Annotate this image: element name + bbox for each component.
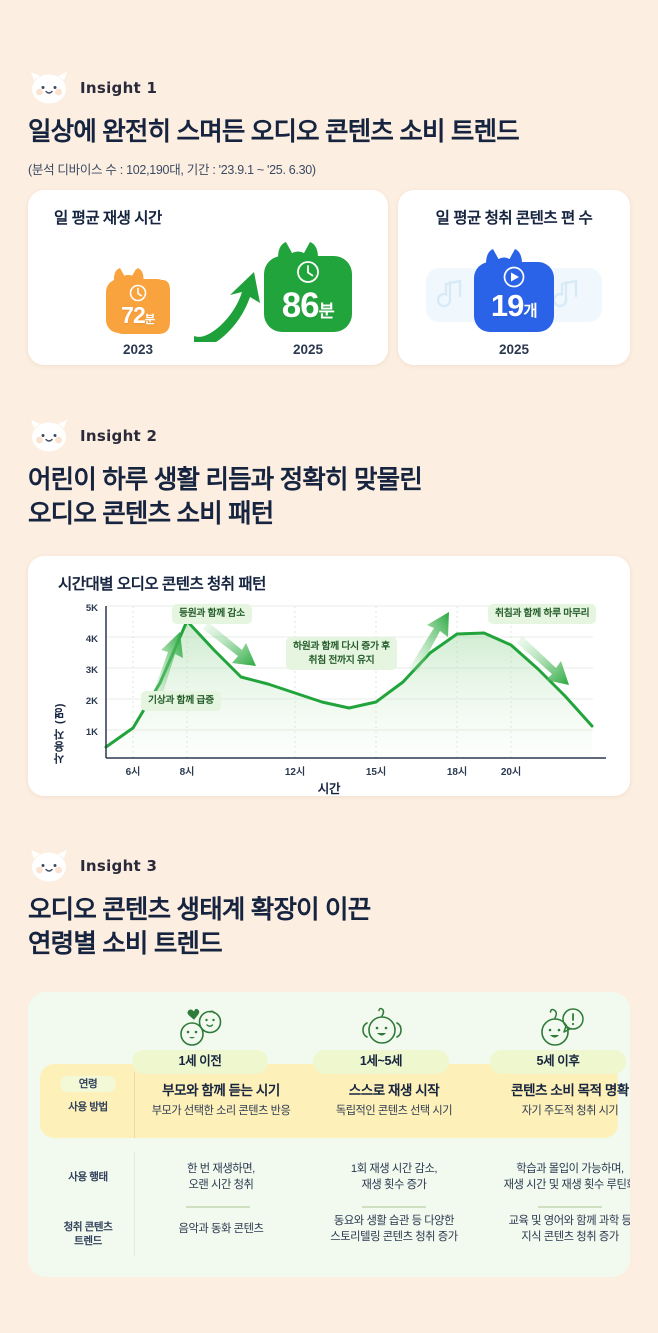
- age-trend-table: 1세 이전 1세~5세 5세 이후 연령 사용 방법 사용 행태 청취 콘텐츠 …: [28, 992, 630, 1277]
- cell-separator-col-3: [538, 1206, 602, 1208]
- chart-x-axis-title: 시간: [317, 782, 341, 796]
- content-count-2025-figure: 19개 2025: [466, 246, 562, 357]
- y-tick-1k: 1K: [85, 727, 98, 738]
- play-time-2025-year: 2025: [292, 342, 324, 357]
- play-time-2023-value: 72분: [121, 302, 155, 328]
- up-trend-arrow-icon: [188, 260, 268, 349]
- insight-1-badge-label: Insight 1: [80, 79, 158, 97]
- age-pill-col-2: 1세~5세: [313, 1050, 449, 1074]
- row-label-content-trend: 청취 콘텐츠 트렌드: [63, 1221, 113, 1248]
- behavior-col-2: 1회 재생 시간 감소, 재생 횟수 증가: [350, 1163, 438, 1191]
- daily-play-time-card-title: 일 평균 재생 시간: [54, 210, 162, 227]
- method-title-col-1: 부모와 함께 듣는 시기: [162, 1083, 280, 1098]
- insight-1-header: Insight 1 일상에 완전히 스며든 오디오 콘텐츠 소비 트렌드 (분석…: [28, 70, 628, 178]
- row-label-usage-behavior: 사용 행태: [68, 1171, 108, 1183]
- bag-shape-green: 86분: [256, 238, 360, 336]
- bag-shape-blue: 19개: [466, 246, 562, 336]
- arrow-down-right-icon: [517, 636, 569, 685]
- play-time-2023-figure: 72분 2023: [100, 266, 176, 357]
- insight-2-title: 어린이 하루 생활 리듬과 정확히 맞물린 오디오 콘텐츠 소비 패턴: [28, 466, 423, 528]
- anno-school-drop: 등원과 함께 감소: [172, 604, 252, 624]
- baby-with-parent-icon: [168, 1004, 232, 1055]
- waving-child-icon: [350, 1004, 414, 1055]
- cat-face-icon: [28, 848, 70, 884]
- arrow-up-right-icon: [409, 612, 449, 672]
- arrow-down-right-icon: [203, 622, 256, 666]
- age-pill-col-3: 5세 이후: [490, 1050, 626, 1074]
- insight-3-title: 오디오 콘텐츠 생태계 확장이 이끈 연령별 소비 트렌드: [28, 896, 371, 958]
- y-tick-4k: 4K: [85, 634, 98, 645]
- chart-title: 시간대별 오디오 콘텐츠 청취 패턴: [58, 576, 266, 593]
- row-label-age: 연령: [60, 1076, 116, 1093]
- trend-col-3: 교육 및 영어와 함께 과학 등 지식 콘텐츠 청취 증가: [508, 1215, 630, 1243]
- table-divider-label-top: [134, 1072, 135, 1138]
- anno-morning-surge: 기상과 함께 급증: [141, 691, 221, 711]
- insight-2-header: Insight 2 어린이 하루 생활 리듬과 정확히 맞물린 오디오 콘텐츠 …: [28, 418, 628, 532]
- insight-3-badge-row: Insight 3: [28, 848, 628, 884]
- insight-3-header: Insight 3 오디오 콘텐츠 생태계 확장이 이끈 연령별 소비 트렌드: [28, 848, 628, 962]
- child-speech-bubble-icon: [528, 1004, 592, 1055]
- listening-pattern-chart-card: 시간대별 오디오 콘텐츠 청취 패턴 사용자 (명) 5K 4K 3K 2K 1…: [28, 556, 630, 796]
- trend-col-1: 음악과 동화 콘텐츠: [178, 1223, 264, 1235]
- insight-3-badge-label: Insight 3: [80, 857, 158, 875]
- cat-face-icon: [28, 70, 70, 106]
- method-title-col-2: 스스로 재생 시작: [348, 1083, 440, 1098]
- behavior-col-3: 학습과 몰입이 가능하며, 재생 시간 및 재생 횟수 루틴화: [503, 1163, 630, 1191]
- x-tick-18: 18시: [446, 767, 468, 778]
- play-time-2025-value: 86분: [281, 286, 335, 325]
- insight-1-subtitle: (분석 디바이스 수 : 102,190대, 기간 : '23.9.1 ~ '2…: [28, 162, 316, 177]
- method-sub-col-2: 독립적인 콘텐츠 선택 시기: [335, 1105, 453, 1117]
- ghost-card-left-icon: [424, 262, 488, 329]
- ghost-card-right-icon: [540, 262, 604, 329]
- x-tick-8: 8시: [179, 767, 195, 778]
- insight-2-badge-label: Insight 2: [80, 427, 158, 445]
- daily-play-time-card: 일 평균 재생 시간 72분 2023: [28, 190, 388, 365]
- x-tick-12: 12시: [284, 767, 306, 778]
- anno-afterschool-rise: 하원과 함께 다시 증가 후 취침 전까지 유지: [286, 637, 397, 671]
- insight-1-title: 일상에 완전히 스며든 오디오 콘텐츠 소비 트렌드: [28, 118, 520, 146]
- x-tick-20: 20시: [500, 767, 522, 778]
- insight-2-badge-row: Insight 2: [28, 418, 628, 454]
- y-tick-5k: 5K: [85, 603, 98, 614]
- trend-col-2: 동요와 생활 습관 등 다양한 스토리텔링 콘텐츠 청취 증가: [330, 1215, 458, 1243]
- content-count-2025-year: 2025: [498, 342, 530, 357]
- chart-plot-area: 사용자 (명) 5K 4K 3K 2K 1K: [28, 556, 630, 796]
- bag-shape-orange: 72분: [100, 266, 176, 336]
- y-tick-2k: 2K: [85, 696, 98, 707]
- cat-face-icon: [28, 418, 70, 454]
- play-time-2023-year: 2023: [122, 342, 154, 357]
- table-divider-label-bottom: [134, 1152, 135, 1256]
- content-count-2025-value: 19개: [490, 288, 538, 323]
- chart-svg: [104, 605, 606, 759]
- insight-1-badge-row: Insight 1: [28, 70, 628, 106]
- cell-separator-col-2: [362, 1206, 426, 1208]
- x-tick-6: 6시: [125, 767, 141, 778]
- daily-content-count-card-title: 일 평균 청취 콘텐츠 편 수: [435, 210, 593, 227]
- method-sub-col-1: 부모가 선택한 소리 콘텐츠 반응: [151, 1105, 291, 1117]
- method-title-col-3: 콘텐츠 소비 목적 명확: [511, 1083, 629, 1098]
- cell-separator-col-1: [186, 1206, 250, 1208]
- behavior-col-1: 한 번 재생하면, 오랜 시간 청취: [187, 1163, 255, 1191]
- method-sub-col-3: 자기 주도적 청취 시기: [521, 1105, 619, 1117]
- daily-content-count-card: 일 평균 청취 콘텐츠 편 수: [398, 190, 630, 365]
- age-method-highlight-band: [40, 1064, 618, 1138]
- arrow-up-right-icon: [152, 632, 183, 699]
- row-label-usage-method: 사용 방법: [68, 1101, 108, 1113]
- y-tick-3k: 3K: [85, 665, 98, 676]
- play-time-2025-figure: 86분 2025: [256, 238, 360, 357]
- x-tick-15: 15시: [365, 767, 387, 778]
- anno-bedtime-end: 취침과 함께 하루 마무리: [488, 604, 597, 624]
- age-pill-col-1: 1세 이전: [132, 1050, 268, 1074]
